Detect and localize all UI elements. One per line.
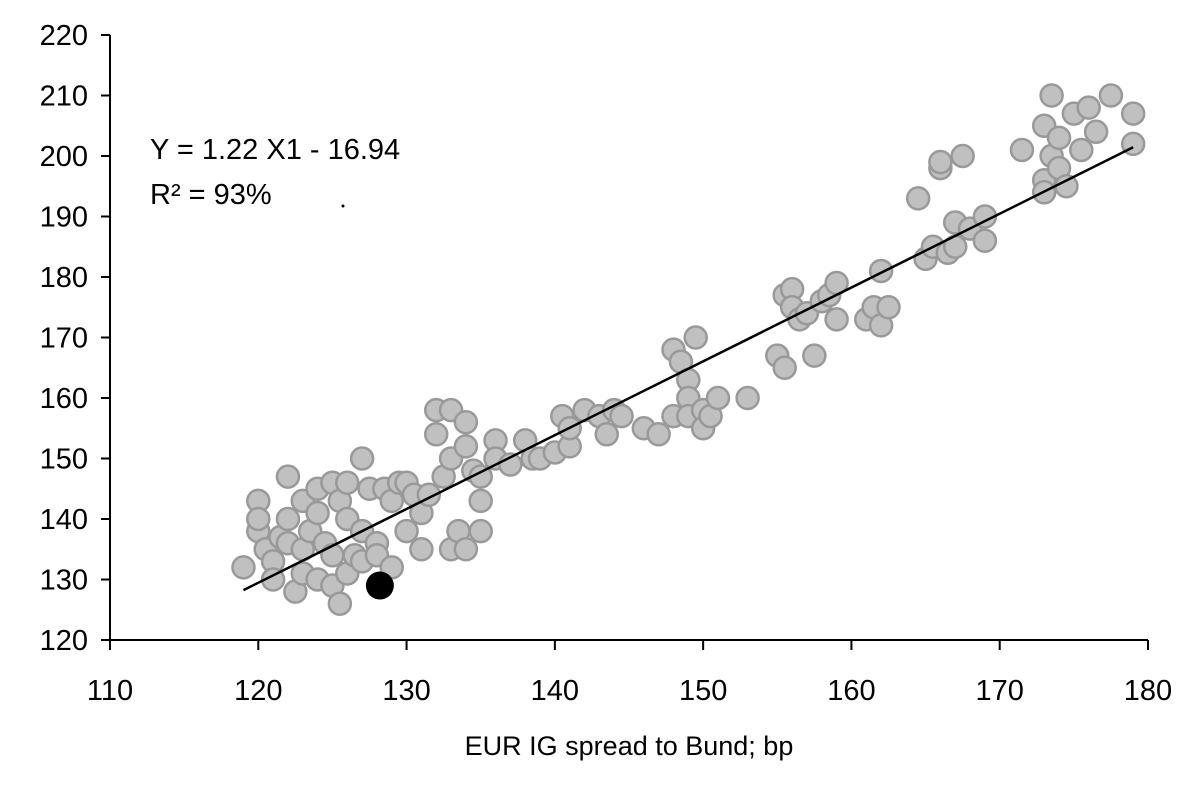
data-point xyxy=(950,143,975,169)
data-point xyxy=(868,258,894,284)
x-tick-label: 150 xyxy=(679,675,727,707)
data-point xyxy=(423,422,449,447)
data-point xyxy=(468,518,493,544)
x-tick-label: 130 xyxy=(382,675,430,707)
x-tick-label: 140 xyxy=(531,675,579,707)
data-point xyxy=(1120,101,1146,126)
data-point xyxy=(275,506,301,532)
x-tick-label: 180 xyxy=(1124,675,1172,707)
data-point xyxy=(735,385,760,411)
stray-dot xyxy=(341,204,345,208)
regression-line xyxy=(242,146,1134,592)
y-tick-label: 180 xyxy=(40,262,88,294)
y-tick-label: 130 xyxy=(40,565,88,597)
x-tick-label: 110 xyxy=(87,675,133,707)
points-layer xyxy=(231,83,1146,616)
x-axis-label: EUR IG spread to Bund; bp xyxy=(465,731,794,761)
data-point xyxy=(409,537,434,562)
data-point xyxy=(972,228,998,253)
data-point xyxy=(772,355,797,380)
y-tick-label: 120 xyxy=(40,625,88,657)
highlighted-point xyxy=(365,571,394,600)
data-point xyxy=(609,403,634,429)
data-point xyxy=(646,422,671,447)
y-tick-label: 150 xyxy=(40,444,88,476)
data-point xyxy=(453,537,479,562)
data-point xyxy=(594,422,620,447)
data-point xyxy=(824,307,849,332)
data-point xyxy=(876,295,901,320)
data-point xyxy=(1098,83,1124,108)
y-tick-label: 170 xyxy=(40,323,88,355)
data-point xyxy=(453,409,479,435)
data-point xyxy=(327,591,353,616)
data-point xyxy=(928,149,953,175)
data-point xyxy=(275,464,301,489)
regression-equation: Y = 1.22 X1 - 16.94 xyxy=(150,134,400,166)
x-tick-label: 160 xyxy=(827,675,875,707)
data-point xyxy=(453,434,479,459)
y-tick-label: 160 xyxy=(40,383,88,415)
data-point xyxy=(1009,137,1035,163)
x-tick-label: 170 xyxy=(976,675,1024,707)
y-tick-label: 200 xyxy=(40,141,88,173)
data-point xyxy=(335,470,360,495)
data-point xyxy=(1076,95,1101,120)
data-point xyxy=(1054,174,1079,199)
data-point xyxy=(246,506,271,532)
y-tick-label: 210 xyxy=(40,81,88,113)
data-point xyxy=(802,343,827,368)
x-tick-label: 120 xyxy=(234,675,282,707)
data-point xyxy=(305,500,330,526)
data-point xyxy=(1083,119,1109,145)
r-squared-label: R² = 93% xyxy=(150,179,272,211)
data-point xyxy=(1039,83,1064,108)
y-tick-label: 140 xyxy=(40,504,88,536)
axes: 120 130 140 150 160 170 180 190 200 210 220 110 120 1… xyxy=(40,20,1173,707)
data-point xyxy=(1046,125,1072,151)
data-point xyxy=(320,543,345,568)
data-point xyxy=(1069,137,1094,163)
data-point xyxy=(683,325,708,350)
y-tick-label: 220 xyxy=(40,20,88,52)
data-point xyxy=(468,488,493,514)
data-point xyxy=(705,385,731,411)
data-point xyxy=(394,518,419,544)
y-tick-label: 190 xyxy=(40,202,88,234)
data-point xyxy=(349,446,375,471)
data-point xyxy=(231,555,256,580)
data-point xyxy=(905,186,931,211)
